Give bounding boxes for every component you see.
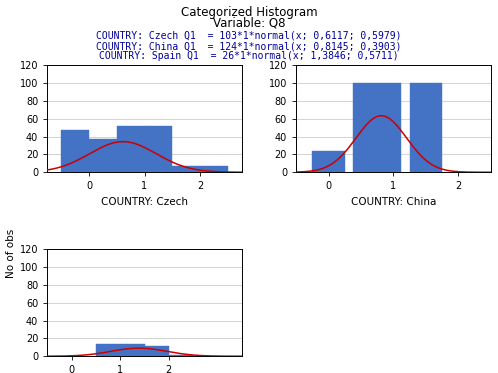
Bar (200, 166, 228, 172)
Bar (144, 126, 172, 172)
Bar (120, 344, 144, 356)
Bar (353, 83, 401, 172)
X-axis label: COUNTRY: Czech: COUNTRY: Czech (101, 197, 188, 207)
X-axis label: COUNTRY: China: COUNTRY: China (351, 197, 436, 207)
Bar (96, 344, 120, 356)
Bar (169, 355, 193, 356)
Bar (61, 130, 89, 172)
Bar (172, 166, 200, 172)
Text: COUNTRY: China Q1  = 124*1*normal(x; 0,8145; 0,3903): COUNTRY: China Q1 = 124*1*normal(x; 0,81… (96, 41, 402, 51)
Bar (117, 126, 144, 172)
Bar (144, 347, 169, 356)
Text: COUNTRY: Spain Q1  = 26*1*normal(x; 1,3846; 0,5711): COUNTRY: Spain Q1 = 26*1*normal(x; 1,384… (99, 51, 399, 62)
Text: COUNTRY: Czech Q1  = 103*1*normal(x; 0,6117; 0,5979): COUNTRY: Czech Q1 = 103*1*normal(x; 0,61… (96, 31, 402, 41)
Bar (89, 139, 117, 172)
Bar (312, 151, 345, 172)
Text: Variable: Q8: Variable: Q8 (213, 17, 285, 30)
Text: No of obs: No of obs (6, 229, 16, 278)
Text: Categorized Histogram: Categorized Histogram (181, 6, 317, 19)
Bar (409, 83, 442, 172)
